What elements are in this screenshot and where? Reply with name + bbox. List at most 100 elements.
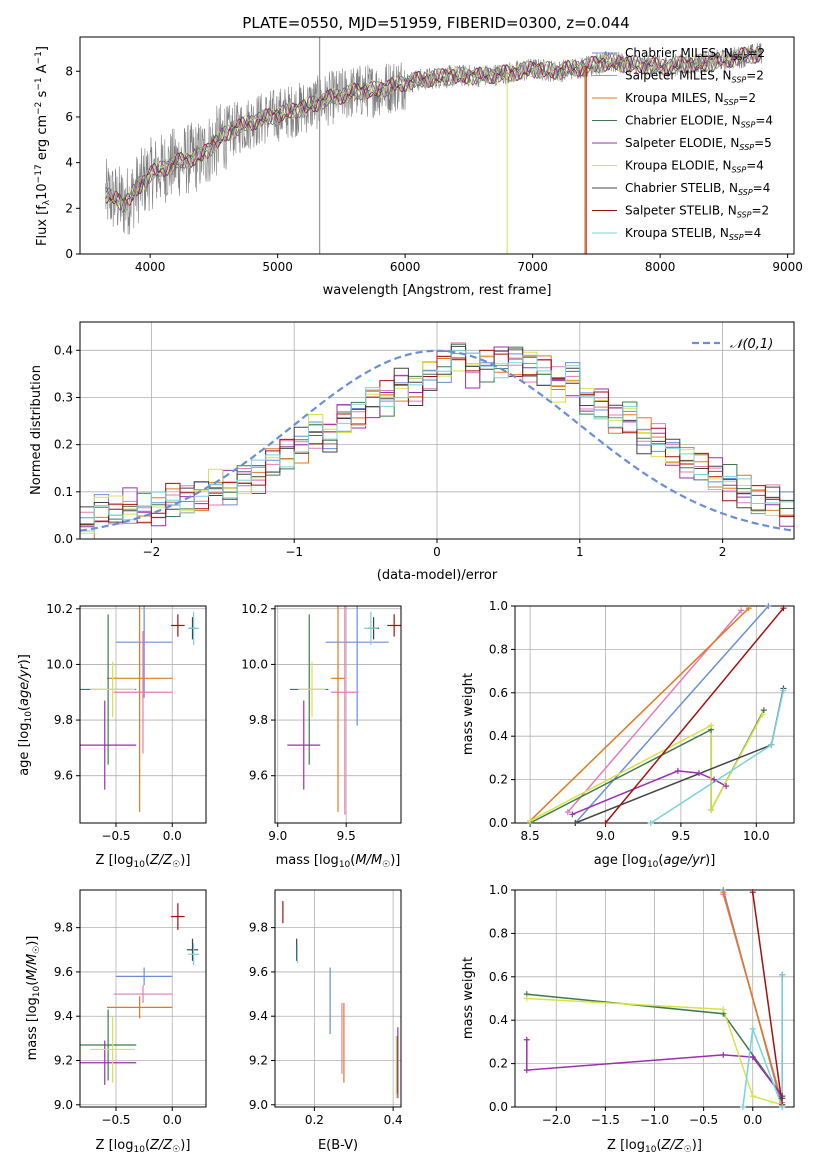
model-spectrum-line	[105, 46, 762, 208]
series-marker	[720, 1051, 727, 1058]
series-marker	[749, 1093, 756, 1100]
y-tick-label: 0.4	[54, 343, 73, 357]
y-tick-label: 8	[65, 64, 73, 78]
model-spectrum-line	[105, 47, 762, 206]
axes-frame-mass_vs_Z: −0.5 0.0 9.0 9.2 9.4 9.6 9.8 Z [log10(Z/Z☉)] mas…	[25, 889, 207, 1155]
x-tick-label: 9.0	[596, 829, 615, 843]
axes-frame-age_vs_Z: −0.5 0.0 9.6 9.8 10.0 10.2 Z [log10(Z/Z☉)] age …	[17, 602, 207, 870]
series-marker	[745, 605, 752, 612]
axes-frame	[79, 36, 795, 255]
y-tick-label: 0.2	[54, 438, 73, 452]
y-tick-label: 0.4	[489, 1013, 508, 1027]
legend-label: Chabrier STELIB, NSSP=4	[625, 181, 770, 197]
x-tick-label: −1.0	[640, 1113, 669, 1127]
legend-label: 𝒩(0,1)	[730, 337, 773, 352]
series-marker	[523, 1036, 530, 1043]
x-tick-label: −1	[285, 545, 303, 559]
y-tick-label: 0	[65, 247, 73, 261]
x-axis-label: (data-model)/error	[377, 568, 498, 583]
axes-age_vs_mass: 9.0 9.5 9.6 9.8 10.0 10.2 mass [log10(M/M☉)]	[241, 602, 402, 870]
series-marker	[720, 889, 727, 896]
x-tick-label: −0.5	[101, 1113, 130, 1127]
histogram-line	[80, 349, 794, 525]
axes-residuals: −2 −1 0 1 2 0.0 0.1 0.2 0.3 0.4 𝒩(0,1) (data-model)…	[29, 321, 795, 583]
series-line	[722, 891, 783, 1106]
series-line	[575, 688, 785, 823]
x-tick-label: 9000	[772, 260, 803, 274]
y-tick-label: 0.0	[489, 816, 508, 830]
y-tick-label: 0.3	[54, 390, 73, 404]
model-spectrum-line	[105, 46, 762, 205]
legend-label: Kroupa STELIB, NSSP=4	[625, 226, 761, 242]
y-axis-label: mass [log10(M/M☉)]	[25, 936, 42, 1061]
plot-area-spectrum	[105, 37, 763, 254]
plots-layer: 4000 5000 6000 7000 8000 9000 0 2 4 6 8 Chabrier MI…	[17, 36, 803, 1155]
series-marker	[768, 741, 775, 748]
axes-frame	[79, 889, 207, 1108]
plot-area-age_vs_mass	[287, 606, 401, 815]
plot-area-massweight_vs_Z	[526, 890, 783, 1107]
series-marker	[564, 809, 571, 816]
series-marker	[602, 820, 609, 826]
x-axis-label: Z [log10(Z/Z☉)]	[96, 1138, 191, 1155]
y-tick-label: 9.4	[249, 1009, 268, 1023]
x-axis-label: wavelength [Angstrom, rest frame]	[323, 283, 552, 298]
y-tick-label: 9.6	[54, 769, 73, 783]
series-marker	[523, 995, 530, 1002]
series-marker	[779, 1104, 786, 1110]
series-line	[526, 997, 783, 1106]
series-marker	[720, 1006, 727, 1013]
normal-curve	[80, 349, 792, 532]
series-line	[742, 974, 783, 1107]
axes-frame	[79, 605, 207, 824]
axes-age_vs_Z: −0.5 0.0 9.6 9.8 10.0 10.2 Z [log10(Z/Z☉)] age …	[17, 602, 207, 870]
series-marker	[708, 722, 715, 729]
axes-frame-mass_vs_EBV: 0.2 0.4 9.0 9.2 9.4 9.6 9.8 E(B-V)	[249, 889, 403, 1153]
y-tick-label: 1.0	[489, 883, 508, 897]
x-tick-label: 9.0	[268, 829, 287, 843]
series-marker	[779, 971, 786, 978]
x-tick-label: 8.5	[521, 829, 540, 843]
x-tick-label: 1	[576, 545, 584, 559]
x-tick-label: 0.0	[743, 1113, 762, 1127]
x-tick-label: 0.4	[384, 1113, 403, 1127]
legend-label: Salpeter ELODIE, NSSP=5	[625, 136, 772, 152]
axes-frame	[514, 605, 795, 824]
y-tick-label: 9.8	[54, 713, 73, 727]
y-tick-label: 4	[65, 156, 73, 170]
y-axis-label: mass weight	[461, 957, 476, 1039]
x-tick-label: 0.0	[163, 1113, 182, 1127]
histogram-line	[80, 345, 794, 523]
series-line	[751, 892, 783, 1105]
legend-label: Salpeter STELIB, NSSP=2	[625, 204, 769, 220]
x-tick-label: 0	[433, 545, 441, 559]
x-tick-label: 0.0	[163, 829, 182, 843]
y-tick-label: 0.1	[54, 485, 73, 499]
x-tick-label: 8000	[645, 260, 676, 274]
y-axis-label: age [log10(age/yr)]	[17, 654, 34, 776]
y-tick-label: 0.2	[489, 1057, 508, 1071]
x-tick-label: 6000	[390, 260, 421, 274]
series-marker	[723, 783, 730, 790]
series-marker	[749, 889, 756, 896]
series-line	[529, 709, 765, 823]
x-tick-label: −2.0	[542, 1113, 571, 1127]
series-line	[574, 606, 769, 823]
x-tick-label: −1.5	[591, 1113, 620, 1127]
series-marker	[759, 711, 766, 718]
y-axis-label: Normed distribution	[29, 365, 44, 495]
plot-area-age_vs_Z	[80, 606, 200, 812]
series-marker	[749, 1025, 756, 1032]
x-axis-label: Z [log10(Z/Z☉)]	[607, 1138, 702, 1155]
y-tick-label: 9.0	[249, 1098, 268, 1112]
x-tick-label: 9.5	[671, 829, 690, 843]
axes-massweight_vs_age: 8.5 9.0 9.5 10.0 0.0 0.2 0.4 0.6 0.8 1.0 age [log1…	[461, 599, 795, 870]
y-tick-label: 1.0	[489, 599, 508, 613]
figure-title: PLATE=0550, MJD=51959, FIBERID=0300, z=0…	[242, 14, 629, 32]
y-tick-label: 10.2	[241, 602, 268, 616]
y-tick-label: 10.0	[46, 657, 73, 671]
axes-spectrum: 4000 5000 6000 7000 8000 9000 0 2 4 6 8 Chabrier MI…	[34, 36, 803, 298]
series-marker	[779, 1095, 786, 1102]
y-tick-label: 0.8	[489, 642, 508, 656]
